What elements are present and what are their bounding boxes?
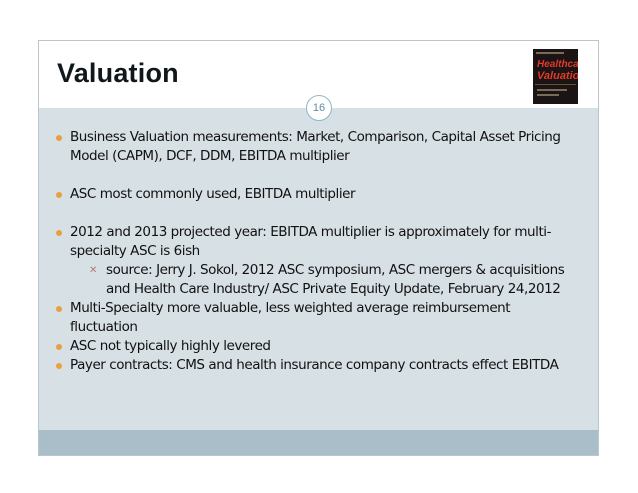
slide-title: Valuation [57,58,179,88]
bullet-dot-icon [56,306,62,312]
bullet-dot-icon [56,135,62,141]
cover-author-line [536,52,564,54]
bullet-dot-icon [56,230,62,236]
cover-subtitle-line [537,94,559,96]
bullet-list: Business Valuation measurements: Market,… [55,128,590,375]
bullet-text: 2012 and 2013 projected year: EBITDA mul… [70,224,552,240]
bullet-dot-icon [56,344,62,350]
bullet-text: Business Valuation measurements: Market,… [70,129,561,145]
bullet-text: Payer contracts: CMS and health insuranc… [70,357,559,373]
content-panel [39,108,598,430]
bullet-item: Multi-Specialty more valuable, less weig… [55,299,590,337]
bullet-text: Multi-Specialty more valuable, less weig… [70,300,511,316]
bullet-item: Payer contracts: CMS and health insuranc… [55,356,590,375]
bullet-dot-icon [56,363,62,369]
bullet-item: ASC most commonly used, EBITDA multiplie… [55,185,590,204]
page-number: 16 [306,95,332,121]
bullet-text: fluctuation [70,319,138,335]
bullet-text: specialty ASC is 6ish [70,243,200,259]
sub-bullet-item: ✕ source: Jerry J. Sokol, 2012 ASC sympo… [55,261,590,299]
sub-bullet-marker-icon: ✕ [89,265,97,276]
bullet-item: 2012 and 2013 projected year: EBITDA mul… [55,223,590,261]
bullet-item: ASC not typically highly levered [55,337,590,356]
cover-subtitle-line [537,89,567,91]
cover-title-line1: Healthcare [537,59,578,70]
bullet-text: ASC not typically highly levered [70,338,271,354]
cover-divider [535,84,576,85]
footer-bar [39,430,598,455]
bullet-text: Model (CAPM), DCF, DDM, EBITDA multiplie… [70,148,350,164]
bullet-item: Business Valuation measurements: Market,… [55,128,590,166]
bullet-dot-icon [56,192,62,198]
sub-bullet-text: source: Jerry J. Sokol, 2012 ASC symposi… [106,262,565,278]
cover-title-line2: Valuation [537,70,578,82]
sub-bullet-text: and Health Care Industry/ ASC Private Eq… [106,281,561,297]
book-cover-image: Healthcare Valuation [533,49,578,104]
bullet-text: ASC most commonly used, EBITDA multiplie… [70,186,356,202]
